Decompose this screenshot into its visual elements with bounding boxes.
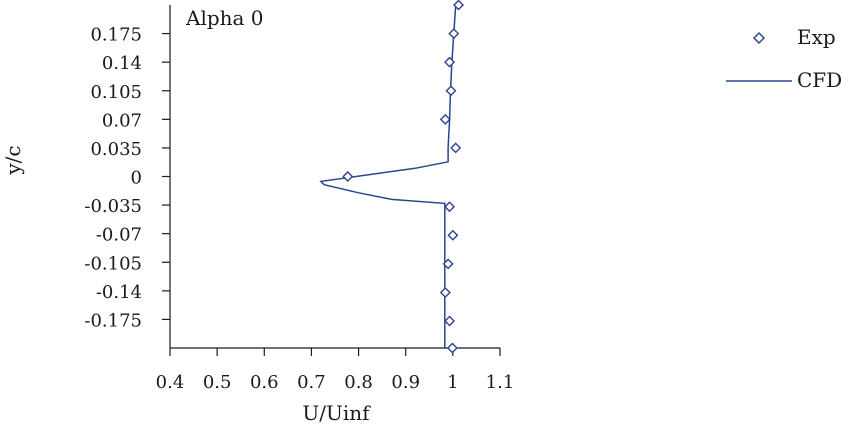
y-tick-label: -0.105 [84, 253, 142, 274]
y-tick-label: 0.14 [102, 53, 142, 74]
cfd-series [319, 4, 457, 348]
y-axis-title: y/c [1, 145, 25, 175]
legend: Exp CFD [726, 25, 842, 92]
exp-point [444, 201, 456, 213]
y-tick-label: -0.14 [96, 282, 142, 303]
x-tick-label: 0.4 [156, 372, 185, 393]
legend-item-cfd: CFD [726, 68, 842, 92]
exp-point [448, 28, 460, 40]
axes [169, 5, 500, 349]
x-tick-label: 0.9 [391, 372, 420, 393]
exp-point [439, 286, 451, 298]
legend-cfd-label: CFD [797, 68, 842, 92]
x-tick-label: 0.5 [203, 372, 232, 393]
exp-series [342, 0, 465, 354]
exp-point [342, 171, 354, 182]
cfd-line [319, 4, 457, 348]
exp-point [444, 56, 456, 68]
legend-exp-label: Exp [797, 25, 836, 49]
exp-point [439, 113, 451, 125]
y-tick-label: 0.105 [90, 82, 142, 103]
exp-point [453, 0, 465, 11]
exp-point [442, 258, 454, 270]
exp-point [446, 342, 458, 354]
y-tick-label: -0.035 [84, 196, 142, 217]
y-axis-ticks: 0.175 0.14 0.105 0.07 0.035 0 -0.035 -0.07 -0.10… [84, 25, 170, 331]
x-tick-label: 0.7 [297, 372, 326, 393]
exp-point [445, 85, 457, 97]
x-tick-label: 1.1 [486, 372, 515, 393]
y-tick-label: 0.035 [90, 139, 142, 160]
y-tick-label: 0.175 [90, 25, 142, 46]
x-axis-title: U/Uinf [302, 401, 371, 425]
legend-item-exp: Exp [752, 25, 836, 49]
y-tick-label: 0 [131, 168, 142, 189]
x-tick-label: 0.8 [344, 372, 373, 393]
exp-point [447, 229, 459, 241]
x-tick-label: 1 [447, 372, 458, 393]
y-tick-label: -0.175 [84, 310, 142, 331]
exp-point [450, 142, 462, 154]
y-tick-label: 0.07 [102, 110, 142, 131]
y-tick-label: -0.07 [96, 225, 142, 246]
legend-exp-marker-icon [752, 31, 766, 45]
exp-point [444, 315, 456, 327]
x-tick-label: 0.6 [250, 372, 279, 393]
x-axis-ticks: 0.4 0.5 0.6 0.7 0.8 0.9 1 1.1 [156, 348, 515, 393]
chart-annotation: Alpha 0 [185, 6, 264, 30]
